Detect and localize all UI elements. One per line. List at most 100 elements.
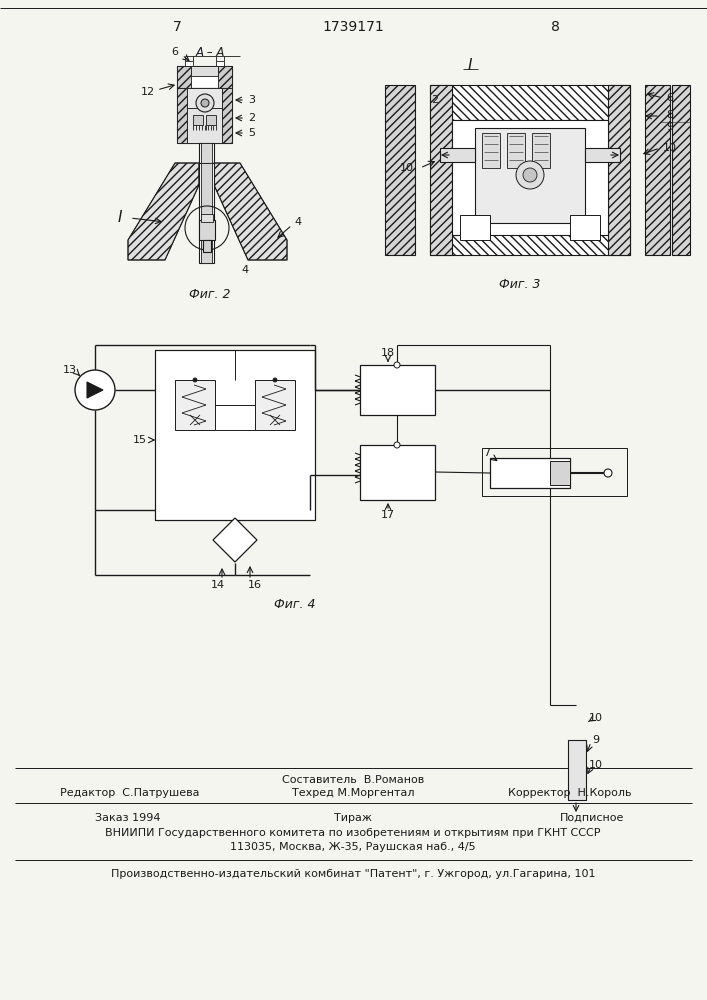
Bar (360, 445, 435, 500)
Bar (201, 163, 212, 263)
Polygon shape (128, 163, 199, 260)
Bar (199, 220, 215, 240)
Bar (199, 163, 214, 263)
Text: 8: 8 (667, 110, 674, 120)
Bar (568, 740, 586, 800)
Bar (360, 365, 435, 415)
Bar (507, 133, 525, 168)
Text: А – А: А – А (195, 45, 225, 58)
Bar (452, 120, 608, 235)
Text: 5: 5 (248, 128, 255, 138)
Bar (203, 240, 211, 252)
Text: 10: 10 (663, 143, 677, 153)
Text: Фиг. 2: Фиг. 2 (189, 288, 230, 302)
Circle shape (273, 378, 277, 382)
Text: 9: 9 (592, 735, 600, 745)
Bar (585, 148, 620, 162)
Bar (155, 350, 315, 520)
Text: Тираж: Тираж (334, 813, 372, 823)
Circle shape (196, 94, 214, 112)
Text: 2: 2 (248, 113, 255, 123)
Bar (430, 220, 630, 255)
Bar (440, 148, 475, 162)
Text: 4: 4 (241, 265, 249, 275)
Bar (216, 61, 224, 66)
Bar (201, 143, 212, 163)
Bar (155, 350, 315, 520)
Text: 12: 12 (141, 87, 155, 97)
Text: 9: 9 (667, 122, 674, 132)
Text: 4: 4 (294, 217, 302, 227)
Bar (193, 115, 203, 125)
Bar (177, 66, 232, 88)
Bar (201, 214, 213, 222)
Text: 7: 7 (173, 20, 182, 34)
Bar (222, 88, 232, 143)
Bar (672, 85, 690, 255)
Text: Фиг. 3: Фиг. 3 (499, 278, 541, 292)
Bar (460, 215, 490, 240)
Bar (482, 448, 627, 496)
Text: 10: 10 (589, 713, 603, 723)
Bar (206, 115, 216, 125)
Polygon shape (214, 163, 287, 260)
Text: 6: 6 (667, 93, 674, 103)
Bar (255, 380, 295, 430)
Text: ВНИИПИ Государственного комитета по изобретениям и открытиям при ГКНТ СССР: ВНИИПИ Государственного комитета по изоб… (105, 828, 601, 838)
Text: I: I (118, 211, 122, 226)
Circle shape (516, 161, 544, 189)
Text: 1739171: 1739171 (322, 20, 384, 34)
Text: 16: 16 (248, 580, 262, 590)
Text: 14: 14 (211, 580, 225, 590)
Text: Подписное: Подписное (560, 813, 624, 823)
Circle shape (193, 378, 197, 382)
Text: 6: 6 (172, 47, 178, 57)
Text: 13: 13 (63, 365, 77, 375)
Bar (191, 66, 218, 76)
Text: Редактор  С.Патрушева: Редактор С.Патрушева (60, 788, 200, 798)
Text: Фиг. 4: Фиг. 4 (274, 598, 316, 611)
Polygon shape (87, 382, 103, 398)
Bar (430, 220, 630, 255)
Bar (187, 108, 222, 143)
Text: 10: 10 (589, 760, 603, 770)
Text: 7: 7 (484, 448, 491, 458)
Circle shape (394, 442, 400, 448)
Bar (430, 85, 630, 120)
Text: Составитель  В.Романов: Составитель В.Романов (282, 775, 424, 785)
Bar (385, 85, 415, 255)
Text: 17: 17 (381, 510, 395, 520)
Text: 8: 8 (551, 20, 559, 34)
Bar (645, 85, 670, 255)
Text: 18: 18 (381, 348, 395, 358)
Bar (175, 380, 215, 430)
Bar (490, 458, 570, 488)
Bar (177, 88, 232, 143)
Bar (608, 85, 630, 255)
Text: 10: 10 (400, 163, 414, 173)
Bar (550, 461, 570, 485)
Text: 3: 3 (248, 95, 255, 105)
Bar (185, 61, 193, 66)
Bar (177, 66, 191, 88)
Circle shape (394, 362, 400, 368)
Circle shape (201, 99, 209, 107)
Text: 113035, Москва, Ж-35, Раушская наб., 4/5: 113035, Москва, Ж-35, Раушская наб., 4/5 (230, 842, 476, 852)
Text: I: I (468, 57, 472, 73)
Bar (218, 66, 232, 88)
Bar (570, 215, 600, 240)
Circle shape (604, 469, 612, 477)
Bar (187, 88, 222, 108)
Bar (532, 133, 550, 168)
Bar (430, 85, 630, 120)
Text: Заказ 1994: Заказ 1994 (95, 813, 160, 823)
Text: Техред М.Моргентал: Техред М.Моргентал (292, 788, 414, 798)
Bar (430, 85, 452, 255)
Text: 2: 2 (431, 95, 438, 105)
Circle shape (75, 370, 115, 410)
Text: Корректор  Н.Король: Корректор Н.Король (508, 788, 632, 798)
Text: Производственно-издательский комбинат "Патент", г. Ужгород, ул.Гагарина, 101: Производственно-издательский комбинат "П… (111, 869, 595, 879)
Bar (177, 88, 187, 143)
Bar (482, 133, 500, 168)
Bar (199, 143, 214, 163)
